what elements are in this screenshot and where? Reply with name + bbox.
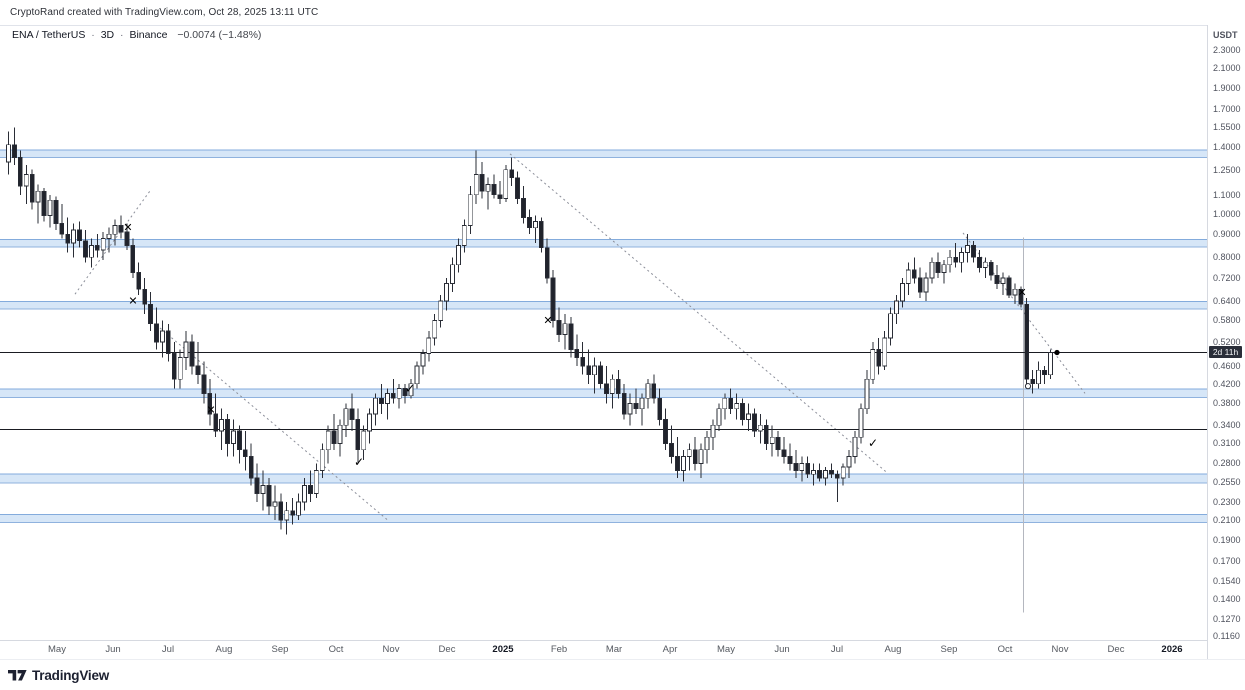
x-mark: ✕ xyxy=(543,314,552,327)
axis-currency-label: USDT xyxy=(1213,30,1238,40)
time-tick-label: Jun xyxy=(105,644,121,655)
price-tick-label: 0.2550 xyxy=(1213,476,1241,487)
time-tick-label: Aug xyxy=(884,644,902,655)
support-resistance-zones xyxy=(0,149,1207,524)
time-tick-label: Sep xyxy=(940,644,958,655)
price-tick-label: 0.1900 xyxy=(1213,534,1241,545)
tradingview-logo[interactable]: TradingView xyxy=(8,668,109,683)
x-mark: ✕ xyxy=(128,294,137,307)
x-mark: ✕ xyxy=(1017,286,1026,299)
price-tick-label: 0.1540 xyxy=(1213,575,1241,586)
check-mark: ✓ xyxy=(405,382,415,396)
price-tick-label: 0.2800 xyxy=(1213,458,1241,469)
price-tick-label: 0.1400 xyxy=(1213,594,1241,605)
annotation-marks: ✕ ✕ ✕ ✕ ✕ ✓ ✓ ✓ xyxy=(123,221,1060,469)
price-tick-label: 1.7000 xyxy=(1213,104,1241,115)
time-tick-label: Sep xyxy=(271,644,289,655)
time-tick-label: Dec xyxy=(438,644,456,655)
time-tick-label: Jul xyxy=(830,644,844,655)
price-tick-label: 2.3000 xyxy=(1213,45,1241,55)
price-tick-label: 1.9000 xyxy=(1213,82,1241,93)
price-tick-label: 1.2500 xyxy=(1213,164,1241,175)
horizontal-lines[interactable] xyxy=(0,352,1207,430)
x-mark: ✕ xyxy=(206,404,215,417)
price-tick-label: 0.1160 xyxy=(1213,631,1240,642)
price-tick-label: 0.2100 xyxy=(1213,514,1241,525)
price-tick-label: 2.1000 xyxy=(1213,62,1241,73)
exchange-label: Binance xyxy=(129,29,168,41)
watermark-text: CryptoRand created with TradingView.com,… xyxy=(10,7,319,18)
price-tick-label: 0.6400 xyxy=(1213,296,1241,307)
price-tick-label: 0.5200 xyxy=(1213,336,1241,347)
price-tick-label: 1.4000 xyxy=(1213,142,1241,153)
price-tick-label: 0.9000 xyxy=(1213,229,1241,240)
time-tick-label: Apr xyxy=(662,644,678,655)
watermark-bar: CryptoRand created with TradingView.com,… xyxy=(0,0,1245,26)
legend-separator: · xyxy=(91,29,95,41)
price-tick-label: 0.2300 xyxy=(1213,497,1241,507)
price-axis[interactable]: USDT 2.3000 2.1000 1.9000 1.7000 1.5500 1.400… xyxy=(1207,25,1245,659)
trendlines[interactable] xyxy=(74,153,1086,521)
time-tick-label: Feb xyxy=(550,644,568,655)
price-tick-label: 0.3400 xyxy=(1213,420,1241,431)
chart-legend[interactable]: ENA / TetherUS · 3D · Binance −0.0074 (−… xyxy=(12,29,261,41)
time-tick-label: Mar xyxy=(605,644,623,655)
time-tick-label: Jul xyxy=(161,644,175,655)
time-axis[interactable]: May Jun Jul Aug Sep Oct Nov Dec 2025 Feb Mar Apr May… xyxy=(0,640,1245,660)
symbol-label[interactable]: ENA / TetherUS xyxy=(12,29,86,41)
check-mark: ✓ xyxy=(354,455,364,469)
price-tick-label: 0.5800 xyxy=(1213,315,1241,326)
time-tick-label: 2026 xyxy=(1161,644,1183,655)
interval-label[interactable]: 3D xyxy=(100,29,115,41)
check-mark: ✓ xyxy=(868,436,878,450)
time-tick-label: Jun xyxy=(774,644,790,655)
price-tick-label: 0.8000 xyxy=(1213,252,1241,263)
price-dot-marker xyxy=(1054,349,1060,356)
x-mark: ✕ xyxy=(123,221,132,234)
time-tick-label: May xyxy=(48,644,66,655)
time-tick-label: Oct xyxy=(997,644,1013,655)
time-tick-label: Oct xyxy=(328,644,344,655)
time-tick-label: Dec xyxy=(1107,644,1125,655)
price-tick-label: 0.7200 xyxy=(1213,272,1241,283)
time-tick-label: May xyxy=(717,644,735,655)
price-tick-label: 1.0000 xyxy=(1213,208,1241,219)
time-tick-label: Nov xyxy=(382,644,400,655)
price-tick-label: 1.5500 xyxy=(1213,122,1241,133)
price-tick-label: 0.4200 xyxy=(1213,378,1241,389)
time-tick-label: Aug xyxy=(215,644,233,655)
bar-countdown-badge: 2d 11h xyxy=(1209,346,1242,359)
price-tick-label: 0.1700 xyxy=(1213,556,1241,567)
price-tick-label: 0.4600 xyxy=(1213,360,1241,371)
candlestick-series xyxy=(6,127,1053,535)
time-tick-label: 2025 xyxy=(492,644,514,655)
price-change-label: −0.0074 (−1.48%) xyxy=(177,29,262,41)
price-tick-label: 0.3800 xyxy=(1213,398,1241,409)
circle-marker xyxy=(1024,383,1032,390)
price-tick-label: 1.1000 xyxy=(1213,189,1241,200)
price-tick-label: 0.3100 xyxy=(1213,438,1241,449)
time-tick-label: Nov xyxy=(1051,644,1069,655)
price-tick-label: 0.1270 xyxy=(1213,613,1241,624)
tradingview-logo-icon xyxy=(8,670,27,681)
legend-separator: · xyxy=(120,29,124,41)
tradingview-logo-text: TradingView xyxy=(32,668,110,683)
